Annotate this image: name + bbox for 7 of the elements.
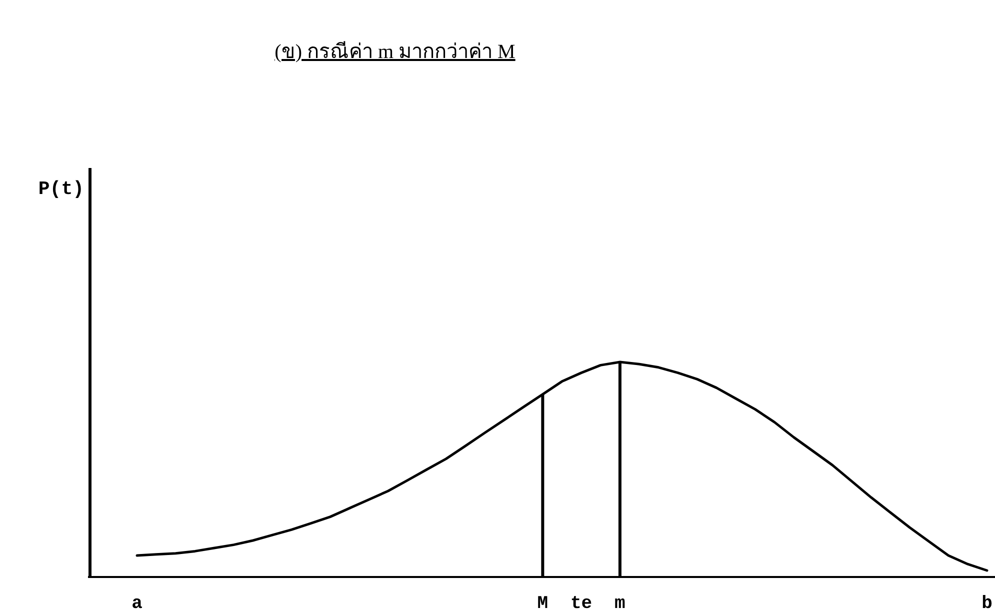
x-tick-label: M — [537, 594, 548, 611]
x-tick-label: m — [614, 594, 626, 611]
x-tick-label: b — [982, 594, 992, 611]
x-tick-label: te — [570, 594, 592, 611]
x-tick-label: a — [132, 594, 143, 611]
chart-title: (ข) กรณีค่า m มากกว่าค่า M — [274, 41, 516, 63]
text: P(t) — [38, 178, 84, 200]
